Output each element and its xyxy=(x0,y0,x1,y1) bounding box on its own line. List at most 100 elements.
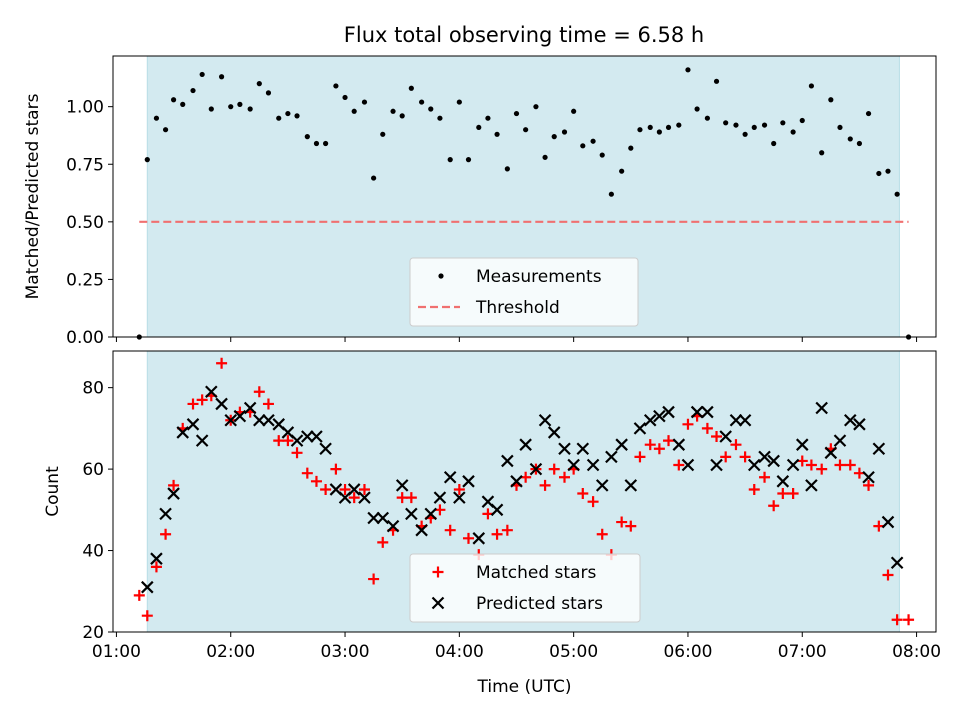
predicted-star-point xyxy=(301,430,314,443)
predicted-star-point xyxy=(386,519,400,533)
matched-star-point xyxy=(759,471,771,483)
measurement-point xyxy=(408,85,414,91)
predicted-star-point xyxy=(710,458,723,472)
measurement-point xyxy=(313,140,320,147)
matched-star-point xyxy=(891,614,903,626)
ratio-y-tick-label: 0.75 xyxy=(66,155,104,175)
matched-star-point xyxy=(141,610,153,622)
count-legend-box xyxy=(409,553,641,623)
predicted-star-point xyxy=(215,397,228,411)
measurement-point xyxy=(608,191,614,197)
predicted-star-point xyxy=(290,434,304,447)
predicted-star-point xyxy=(376,511,390,525)
predicted-star-point xyxy=(872,442,886,456)
measurement-point xyxy=(533,104,539,110)
measurement-point xyxy=(713,78,720,84)
measurement-point xyxy=(599,152,605,158)
predicted-star-point xyxy=(843,413,857,427)
measurement-point xyxy=(685,67,691,73)
predicted-star-point xyxy=(195,434,209,447)
predicted-star-point xyxy=(347,483,361,496)
matched-star-point xyxy=(187,398,199,410)
predicted-star-point xyxy=(662,405,675,419)
legend-marker-matched xyxy=(432,566,444,578)
measurement-point xyxy=(894,191,900,197)
predicted-star-point xyxy=(719,430,732,443)
measurement-point xyxy=(247,106,253,112)
measurement-point xyxy=(465,157,472,163)
measurement-point xyxy=(180,101,186,107)
predicted-star-point xyxy=(262,413,275,427)
matched-star-point xyxy=(596,528,608,540)
matched-star-point xyxy=(291,447,303,459)
predicted-star-point xyxy=(310,430,323,443)
matched-star-point xyxy=(882,569,894,581)
measurement-point xyxy=(523,127,529,133)
measurement-point xyxy=(351,108,357,114)
matched-star-point xyxy=(133,589,145,601)
predicted-star-point xyxy=(776,475,790,488)
predicted-star-point xyxy=(786,458,800,472)
matched-star-point xyxy=(453,483,465,495)
predicted-star-point xyxy=(862,470,875,484)
matched-star-point xyxy=(253,386,265,398)
measurement-point xyxy=(637,127,643,133)
matched-star-point xyxy=(539,479,551,491)
measurement-point xyxy=(590,138,596,144)
predicted-star-point xyxy=(576,442,590,456)
ratio-y-tick-label: 0.50 xyxy=(66,213,104,233)
matched-star-point xyxy=(196,394,208,406)
count-panel: 20 40 60 80 01:00 02:00 03:00 04:00 05:00 06:00 0… xyxy=(43,350,941,697)
predicted-star-point xyxy=(605,450,618,464)
measurement-point xyxy=(342,94,348,101)
measurement-point xyxy=(733,122,739,128)
chart-title: Flux total observing time = 6.58 h xyxy=(344,23,704,47)
matched-star-point xyxy=(834,459,846,471)
measurement-point xyxy=(847,136,853,142)
predicted-star-point xyxy=(159,507,172,521)
predicted-star-point xyxy=(795,438,809,451)
matched-star-point xyxy=(368,573,380,585)
predicted-star-point xyxy=(224,413,238,427)
predicted-star-point xyxy=(167,487,180,500)
predicted-star-point xyxy=(510,475,523,488)
predicted-star-point xyxy=(643,413,657,427)
x-tick-label: 07:00 xyxy=(778,642,827,662)
matched-star-point xyxy=(358,483,370,495)
predicted-star-point xyxy=(767,454,780,468)
predicted-star-point xyxy=(253,413,266,427)
measurement-point xyxy=(808,83,815,89)
x-tick-label: 06:00 xyxy=(663,642,712,662)
measurement-point xyxy=(504,166,510,172)
ratio-axes-frame xyxy=(112,55,937,338)
matched-star-point xyxy=(577,488,589,500)
predicted-star-point xyxy=(529,462,543,476)
matched-star-point xyxy=(625,520,637,532)
predicted-star-point xyxy=(205,385,218,399)
predicted-star-point xyxy=(319,442,332,456)
predicted-star-point xyxy=(490,503,504,517)
measurement-point xyxy=(390,108,396,114)
predicted-star-point xyxy=(690,405,704,419)
predicted-star-point xyxy=(890,556,904,570)
measurement-point xyxy=(419,99,425,105)
predicted-star-point xyxy=(758,450,771,464)
measurement-point xyxy=(276,115,282,121)
matched-star-point xyxy=(863,479,875,491)
measurement-point xyxy=(771,140,777,147)
measurement-point xyxy=(256,81,262,87)
predicted-star-point xyxy=(729,413,743,427)
matched-star-point xyxy=(701,422,713,434)
predicted-star-point xyxy=(415,523,428,537)
matched-star-point xyxy=(616,516,628,528)
x-tick-label: 02:00 xyxy=(206,642,255,662)
predicted-star-point xyxy=(586,458,600,472)
matched-star-point xyxy=(587,496,599,508)
predicted-star-point xyxy=(150,552,163,565)
measurement-point xyxy=(513,110,520,117)
measurement-point xyxy=(665,124,672,131)
measurement-point xyxy=(790,129,796,135)
legend-label-measurements: Measurements xyxy=(476,267,602,287)
matched-star-point xyxy=(310,475,322,487)
